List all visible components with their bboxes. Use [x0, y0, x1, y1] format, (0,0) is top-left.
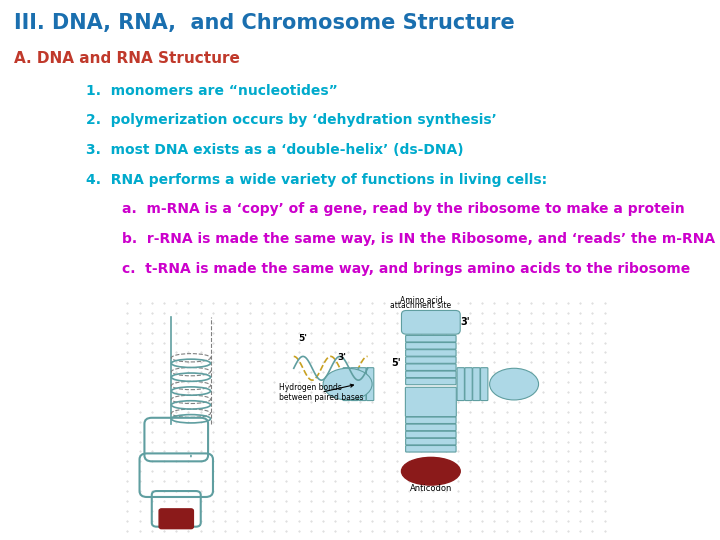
Text: A. DNA and RNA Structure: A. DNA and RNA Structure	[14, 51, 240, 66]
FancyBboxPatch shape	[343, 368, 351, 401]
FancyBboxPatch shape	[405, 335, 456, 342]
Ellipse shape	[490, 368, 539, 400]
FancyBboxPatch shape	[402, 310, 460, 334]
Ellipse shape	[323, 368, 372, 400]
FancyBboxPatch shape	[405, 431, 456, 438]
FancyBboxPatch shape	[359, 368, 366, 401]
FancyBboxPatch shape	[405, 446, 456, 452]
FancyBboxPatch shape	[405, 350, 456, 356]
Text: III. DNA, RNA,  and Chromosome Structure: III. DNA, RNA, and Chromosome Structure	[14, 14, 515, 33]
FancyBboxPatch shape	[480, 368, 488, 401]
Text: 5': 5'	[299, 334, 307, 342]
FancyBboxPatch shape	[351, 368, 358, 401]
FancyBboxPatch shape	[465, 368, 472, 401]
FancyBboxPatch shape	[405, 424, 456, 431]
Text: attachment site: attachment site	[390, 301, 451, 310]
Text: 3.  most DNA exists as a ‘double-helix’ (ds-DNA): 3. most DNA exists as a ‘double-helix’ (…	[86, 143, 464, 157]
FancyBboxPatch shape	[405, 438, 456, 445]
Text: 4.  RNA performs a wide variety of functions in living cells:: 4. RNA performs a wide variety of functi…	[86, 173, 547, 187]
Ellipse shape	[402, 457, 460, 485]
FancyBboxPatch shape	[405, 417, 456, 423]
Text: 2.  polymerization occurs by ‘dehydration synthesis’: 2. polymerization occurs by ‘dehydration…	[86, 113, 497, 127]
Text: 3': 3'	[460, 318, 470, 327]
Text: 1.  monomers are “nucleotides”: 1. monomers are “nucleotides”	[86, 84, 338, 98]
FancyBboxPatch shape	[457, 368, 464, 401]
Text: a.  m-RNA is a ‘copy’ of a gene, read by the ribosome to make a protein: a. m-RNA is a ‘copy’ of a gene, read by …	[122, 202, 685, 217]
FancyBboxPatch shape	[366, 368, 374, 401]
FancyBboxPatch shape	[159, 509, 194, 529]
Text: b.  r-RNA is made the same way, is IN the Ribosome, and ‘reads’ the m-RNA: b. r-RNA is made the same way, is IN the…	[122, 232, 716, 246]
FancyBboxPatch shape	[405, 357, 456, 363]
Text: Anticodon: Anticodon	[410, 484, 452, 493]
FancyBboxPatch shape	[473, 368, 480, 401]
FancyBboxPatch shape	[405, 387, 456, 416]
Text: Hydrogen bonds
between paired bases: Hydrogen bonds between paired bases	[279, 382, 364, 402]
FancyBboxPatch shape	[405, 364, 456, 370]
Text: c.  t-RNA is made the same way, and brings amino acids to the ribosome: c. t-RNA is made the same way, and bring…	[122, 262, 690, 276]
FancyBboxPatch shape	[405, 371, 456, 377]
FancyBboxPatch shape	[405, 378, 456, 384]
FancyBboxPatch shape	[405, 342, 456, 349]
Text: 3': 3'	[338, 353, 347, 362]
Text: Amino acid: Amino acid	[400, 295, 442, 305]
Text: 5': 5'	[392, 357, 401, 368]
